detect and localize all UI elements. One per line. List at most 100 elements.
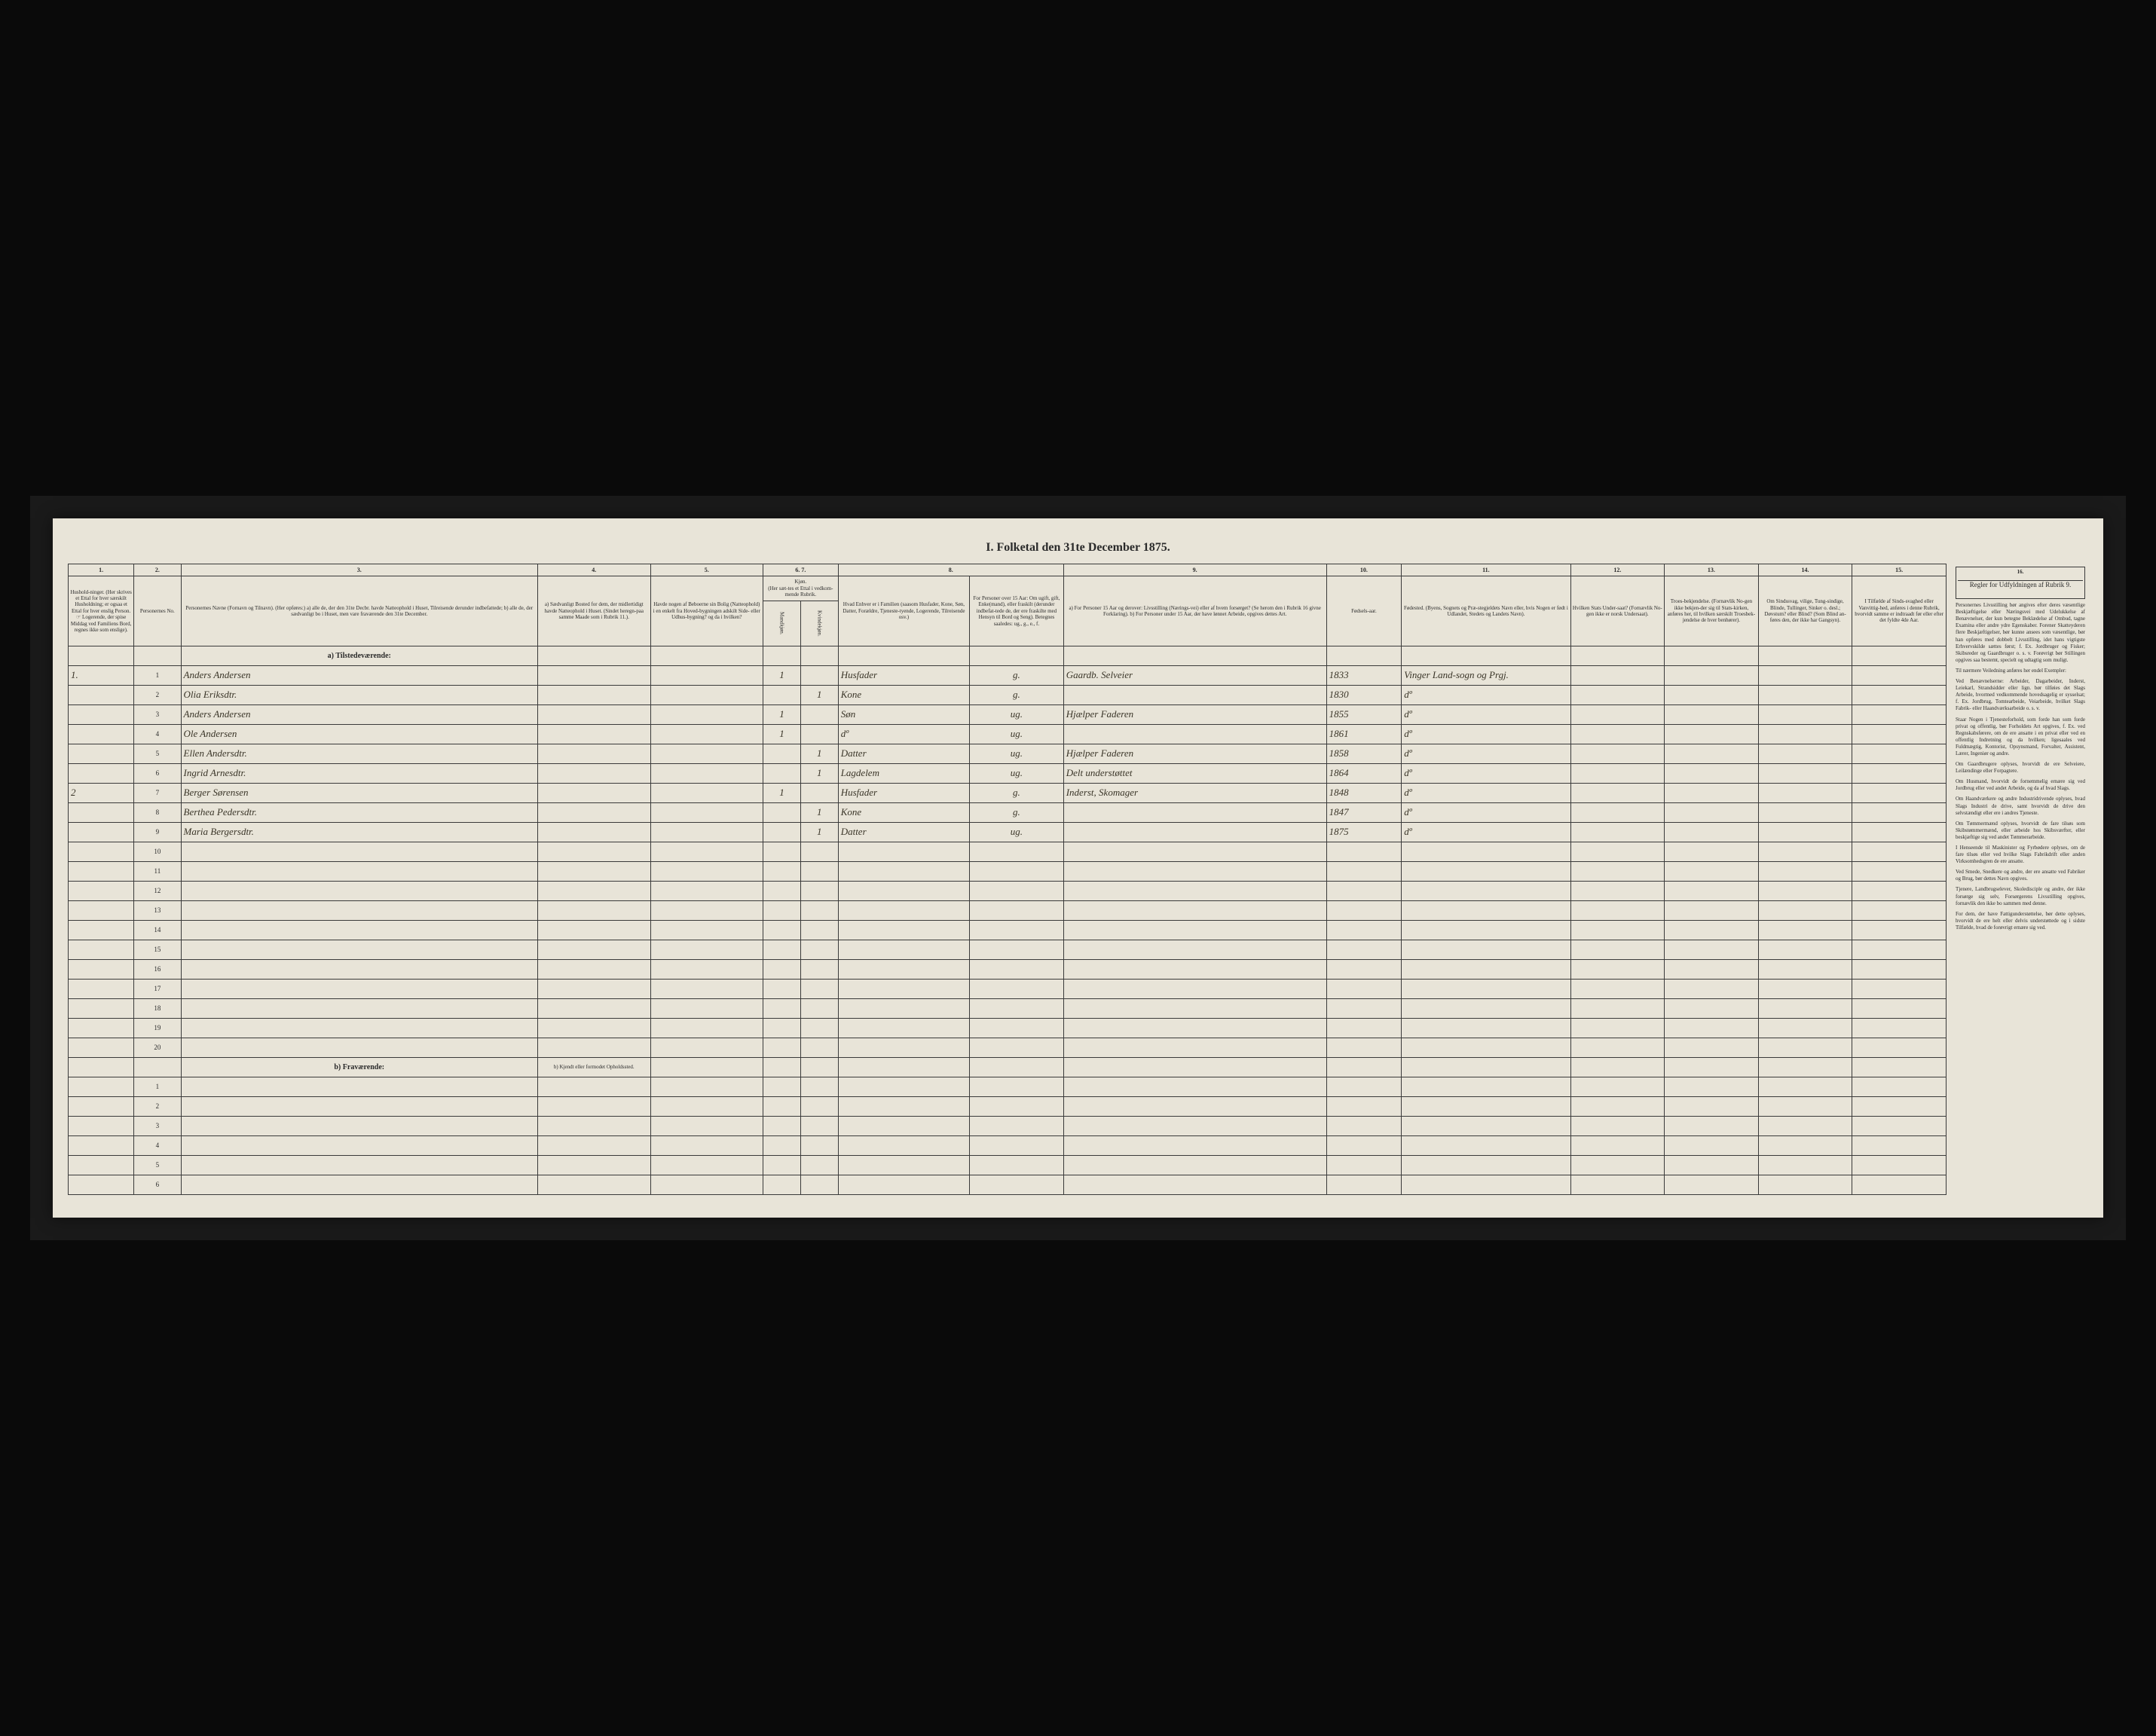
table-row: 9 Maria Bergersdtr. 1 Datter ug. 1875 dº xyxy=(69,822,1947,842)
cell-c4 xyxy=(538,685,651,704)
hdr-13: Troes-bekjendelse. (Fornævlik No-gen ikk… xyxy=(1665,576,1759,646)
cell-c13 xyxy=(1665,822,1759,842)
hdr-6: Mandkjøn. xyxy=(763,601,801,646)
cell-rownum: 5 xyxy=(134,744,181,763)
instructions-column: 16. Regler for Udfyldningen af Rubrik 9.… xyxy=(1953,564,2088,1194)
section-b-body: b) Fraværende: b) Kjendt eller formodet … xyxy=(69,1057,1947,1194)
cell-c5 xyxy=(650,822,763,842)
cell-c5 xyxy=(650,763,763,783)
cell-c12 xyxy=(1570,685,1665,704)
cell-c12 xyxy=(1570,704,1665,724)
table-row-empty: 18 xyxy=(69,998,1947,1018)
section-b-header-row: b) Fraværende: b) Kjendt eller formodet … xyxy=(69,1057,1947,1077)
cell-c5 xyxy=(650,704,763,724)
cell-rownum: 15 xyxy=(134,940,181,959)
instr-p10: Ved Smede, Snedkere og andre, der ere an… xyxy=(1956,869,2085,882)
cell-year: 1833 xyxy=(1326,665,1402,685)
cell-c5 xyxy=(650,783,763,802)
cell-c15 xyxy=(1852,744,1947,763)
hdr-9: a) For Personer 15 Aar og derover: Livss… xyxy=(1063,576,1326,646)
cell-male xyxy=(763,685,801,704)
colnum-4: 4. xyxy=(538,564,651,576)
cell-c14 xyxy=(1758,763,1852,783)
cell-c13 xyxy=(1665,783,1759,802)
colnum-15: 15. xyxy=(1852,564,1947,576)
cell-rownum: 20 xyxy=(134,1038,181,1057)
hdr-5: Havde nogen af Beboerne sin Bolig (Natte… xyxy=(650,576,763,646)
table-row-empty: 4 xyxy=(69,1135,1947,1155)
cell-relation: Husfader xyxy=(838,783,969,802)
colnum-9: 9. xyxy=(1063,564,1326,576)
instr-p11: Tjenere, Landbrugselever, Skoledisciple … xyxy=(1956,886,2085,906)
instr-p1: Personernes Livsstilling bør angives eft… xyxy=(1956,602,2085,664)
cell-year: 1864 xyxy=(1326,763,1402,783)
cell-year: 1858 xyxy=(1326,744,1402,763)
instr-p8: Om Tømmermænd oplyses, hvorvidt de fare … xyxy=(1956,821,2085,841)
cell-c14 xyxy=(1758,665,1852,685)
cell-household xyxy=(69,704,134,724)
colnum-5: 5. xyxy=(650,564,763,576)
cell-male xyxy=(763,744,801,763)
section-b-label: b) Fraværende: xyxy=(181,1057,537,1077)
cell-c14 xyxy=(1758,724,1852,744)
cell-rownum: 16 xyxy=(134,959,181,979)
table-row-empty: 17 xyxy=(69,979,1947,998)
cell-c15 xyxy=(1852,665,1947,685)
hdr-4: a) Sædvanligt Bosted for dem, der midler… xyxy=(538,576,651,646)
cell-household: 1. xyxy=(69,665,134,685)
colnum-12: 12. xyxy=(1570,564,1665,576)
cell-rownum: 4 xyxy=(134,724,181,744)
cell-year: 1861 xyxy=(1326,724,1402,744)
cell-c12 xyxy=(1570,763,1665,783)
cell-birthplace: Vinger Land-sogn og Prgj. xyxy=(1402,665,1570,685)
cell-civil: ug. xyxy=(970,744,1064,763)
cell-female xyxy=(800,783,838,802)
table-row-empty: 1 xyxy=(69,1077,1947,1096)
instr-p6: Om Husmand, hvorvidt de fornemmelig ernæ… xyxy=(1956,778,2085,792)
cell-c5 xyxy=(650,744,763,763)
census-table: 1. 2. 3. 4. 5. 6. 7. 8. 9. 10. 11. 12. 1… xyxy=(68,564,1947,1194)
table-row-empty: 14 xyxy=(69,920,1947,940)
cell-rownum: 13 xyxy=(134,900,181,920)
cell-c15 xyxy=(1852,802,1947,822)
colnum-3: 3. xyxy=(181,564,537,576)
section-a-body: a) Tilstedeværende: 1. 1 Anders Andersen… xyxy=(69,646,1947,1057)
cell-rownum: 19 xyxy=(134,1018,181,1038)
cell-rownum: 10 xyxy=(134,842,181,861)
cell-household xyxy=(69,822,134,842)
cell-c4 xyxy=(538,665,651,685)
instructions-title: Regler for Udfyldningen af Rubrik 9. xyxy=(1958,581,2083,592)
table-row: 1. 1 Anders Andersen 1 Husfader g. Gaard… xyxy=(69,665,1947,685)
section-b-col4: b) Kjendt eller formodet Opholdssted. xyxy=(538,1057,651,1077)
cell-civil: ug. xyxy=(970,763,1064,783)
cell-occupation xyxy=(1063,724,1326,744)
cell-rownum: 5 xyxy=(134,1155,181,1175)
cell-name: Olia Eriksdtr. xyxy=(181,685,537,704)
cell-year: 1875 xyxy=(1326,822,1402,842)
cell-c12 xyxy=(1570,822,1665,842)
cell-c4 xyxy=(538,802,651,822)
table-row-empty: 20 xyxy=(69,1038,1947,1057)
table-row-empty: 19 xyxy=(69,1018,1947,1038)
cell-male xyxy=(763,802,801,822)
cell-rownum: 2 xyxy=(134,685,181,704)
table-row-empty: 10 xyxy=(69,842,1947,861)
cell-c15 xyxy=(1852,783,1947,802)
cell-occupation: Gaardb. Selveier xyxy=(1063,665,1326,685)
hdr-2: Personernes No. xyxy=(134,576,181,646)
instr-p4: Staar Nogen i Tjenesteforhold, som forde… xyxy=(1956,717,2085,758)
hdr-11: Fødested. (Byens, Sognets og Præ-stegjel… xyxy=(1402,576,1570,646)
cell-male: 1 xyxy=(763,783,801,802)
cell-occupation: Hjælper Faderen xyxy=(1063,744,1326,763)
cell-relation: Datter xyxy=(838,744,969,763)
cell-female: 1 xyxy=(800,744,838,763)
table-row-empty: 15 xyxy=(69,940,1947,959)
cell-c15 xyxy=(1852,704,1947,724)
cell-female: 1 xyxy=(800,763,838,783)
cell-household: 2 xyxy=(69,783,134,802)
cell-male: 1 xyxy=(763,724,801,744)
cell-occupation: Delt understøttet xyxy=(1063,763,1326,783)
photo-frame: I. Folketal den 31te December 1875. 1. 2… xyxy=(30,496,2126,1239)
table-row: 2 7 Berger Sørensen 1 Husfader g. Inders… xyxy=(69,783,1947,802)
cell-female: 1 xyxy=(800,802,838,822)
